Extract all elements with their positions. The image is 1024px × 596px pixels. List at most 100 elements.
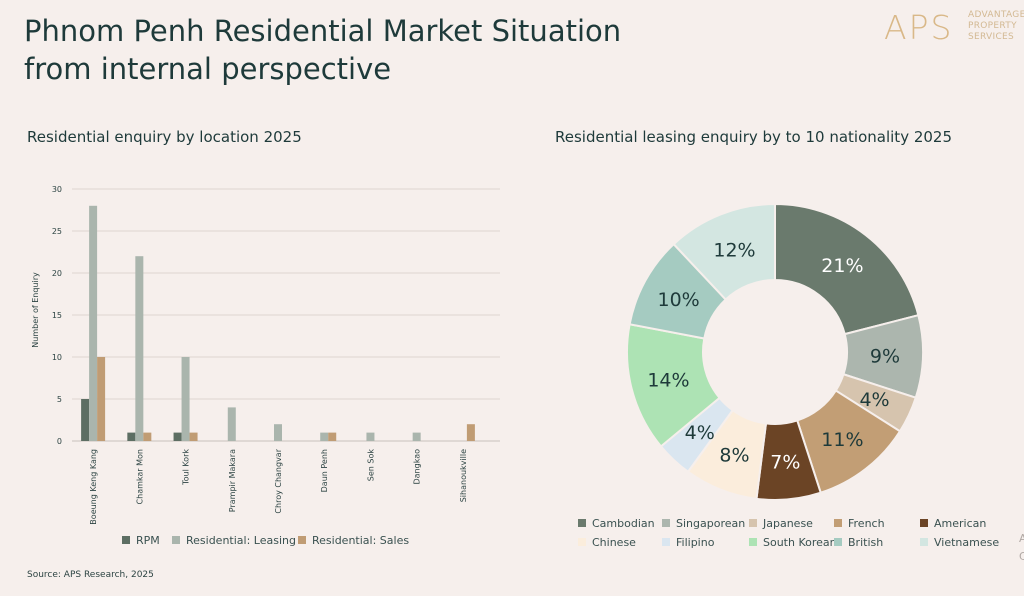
bar (328, 432, 337, 441)
x-tick-label: Prampir Makara (228, 449, 237, 512)
legend-swatch (834, 538, 842, 546)
legend-item: RPM (122, 534, 160, 547)
bar (366, 432, 375, 441)
y-tick-label: 5 (57, 395, 62, 404)
slice-label: 12% (713, 240, 755, 262)
legend-label: Singaporean (676, 517, 746, 530)
logo-text-line-1: ADVANTAGE (968, 10, 1024, 20)
y-axis-label: Number of Enquiry (31, 272, 40, 348)
bar (274, 424, 282, 441)
legend-label: British (848, 536, 884, 549)
x-tick-label: Daun Penh (320, 449, 329, 492)
legend-item: Residential: Sales (298, 534, 409, 547)
legend-swatch (578, 519, 586, 527)
logo-text: ADVANTAGE PROPERTY SERVICES (968, 10, 1024, 43)
y-tick-label: 25 (52, 227, 62, 236)
bar (97, 357, 106, 441)
bar (412, 432, 421, 441)
legend-swatch (662, 519, 670, 527)
x-tick-label: Dangkao (413, 449, 422, 485)
slice-label: 11% (821, 429, 863, 451)
legend-label: French (848, 517, 885, 530)
logo-text-line-2: PROPERTY (968, 21, 1017, 31)
bar (127, 432, 136, 441)
legend-item: American (920, 517, 986, 530)
slice-label: 9% (870, 345, 900, 367)
x-tick-label: Sihanoukville (459, 449, 468, 502)
logo-text-line-3: SERVICES (968, 32, 1015, 42)
bar (181, 357, 190, 441)
legend-swatch (122, 536, 130, 544)
legend-label: Filipino (676, 536, 715, 549)
legend-item: Chinese (578, 536, 636, 549)
bar-chart: 0 5 10 15 20 25 30 Number of Enquiry Boeung Keng… (31, 185, 500, 525)
legend-label: Japanese (763, 517, 813, 530)
y-tick-label: 20 (52, 269, 62, 278)
slice-label: 4% (685, 422, 715, 444)
legend-swatch (662, 538, 670, 546)
legend-item: South Korean (749, 536, 837, 549)
y-tick-label: 0 (57, 437, 62, 446)
x-tick-label: Toul Kork (182, 449, 191, 486)
donut-slice (672, 202, 776, 301)
slice-label: 8% (719, 444, 749, 466)
page-title-line-2: from internal perspective (24, 52, 392, 86)
legend-swatch (749, 519, 757, 527)
x-tick-label: Chamkar Mon (135, 449, 144, 504)
legend-item: Cambodian (578, 517, 655, 530)
x-tick-label: Sen Sok (366, 449, 375, 482)
bar (173, 432, 182, 441)
legend-label: Residential: Leasing (186, 534, 296, 547)
legend-item: Vietnamese (920, 536, 999, 549)
y-tick-label: 10 (52, 353, 62, 362)
bar (135, 256, 144, 441)
legend-item: Japanese (749, 517, 813, 530)
legend-item: Singaporean (662, 517, 745, 530)
bar-chart-title: Residential enquiry by location 2025 (27, 128, 302, 146)
legend-label: Cambodian (592, 517, 655, 530)
aps-logo: APS ADVANTAGE PROPERTY SERVICES (884, 8, 1024, 48)
page-title-line-1: Phnom Penh Residential Market Situation (24, 14, 622, 48)
legend-swatch (749, 538, 757, 546)
legend-label: South Korean (763, 536, 837, 549)
y-tick-label: 30 (52, 185, 62, 194)
bar (466, 424, 475, 441)
legend-label: Chinese (592, 536, 636, 549)
legend-label: Vietnamese (934, 536, 1000, 549)
donut-slice (774, 202, 920, 336)
legend-swatch (298, 536, 306, 544)
bar (143, 432, 152, 441)
source-note: Source: APS Research, 2025 (27, 570, 154, 580)
legend-swatch (920, 538, 928, 546)
bar (320, 432, 329, 441)
legend-label: American (934, 517, 987, 530)
legend-swatch (172, 536, 180, 544)
pie-chart-title: Residential leasing enquiry by to 10 nat… (555, 128, 953, 146)
legend-swatch (920, 519, 928, 527)
legend-item: Filipino (662, 536, 714, 549)
bar (89, 205, 98, 441)
bar (189, 432, 198, 441)
slice-label: 4% (859, 389, 889, 411)
legend-item: French (834, 517, 885, 530)
legend-swatch (834, 519, 842, 527)
bar (81, 399, 90, 441)
x-tick-label: Boeung Keng Kang (89, 449, 98, 525)
edge-fragment: C (1019, 550, 1024, 563)
legend-label: Residential: Sales (312, 534, 410, 547)
legend-item: Residential: Leasing (172, 534, 296, 547)
logo-mark: APS (884, 8, 954, 47)
slice-label: 14% (647, 369, 689, 391)
page-title: Phnom Penh Residential Market Situation … (24, 12, 724, 88)
slice-label: 21% (821, 255, 863, 277)
slice-label: 7% (770, 452, 800, 474)
legend-item: British (834, 536, 883, 549)
x-tick-label: Chroy Changvar (274, 448, 283, 513)
legend-swatch (578, 538, 586, 546)
legend-label: RPM (136, 534, 160, 547)
slice-label: 10% (657, 289, 699, 311)
bar (227, 407, 236, 441)
edge-fragment: A (1019, 532, 1024, 545)
y-tick-label: 15 (52, 311, 62, 320)
